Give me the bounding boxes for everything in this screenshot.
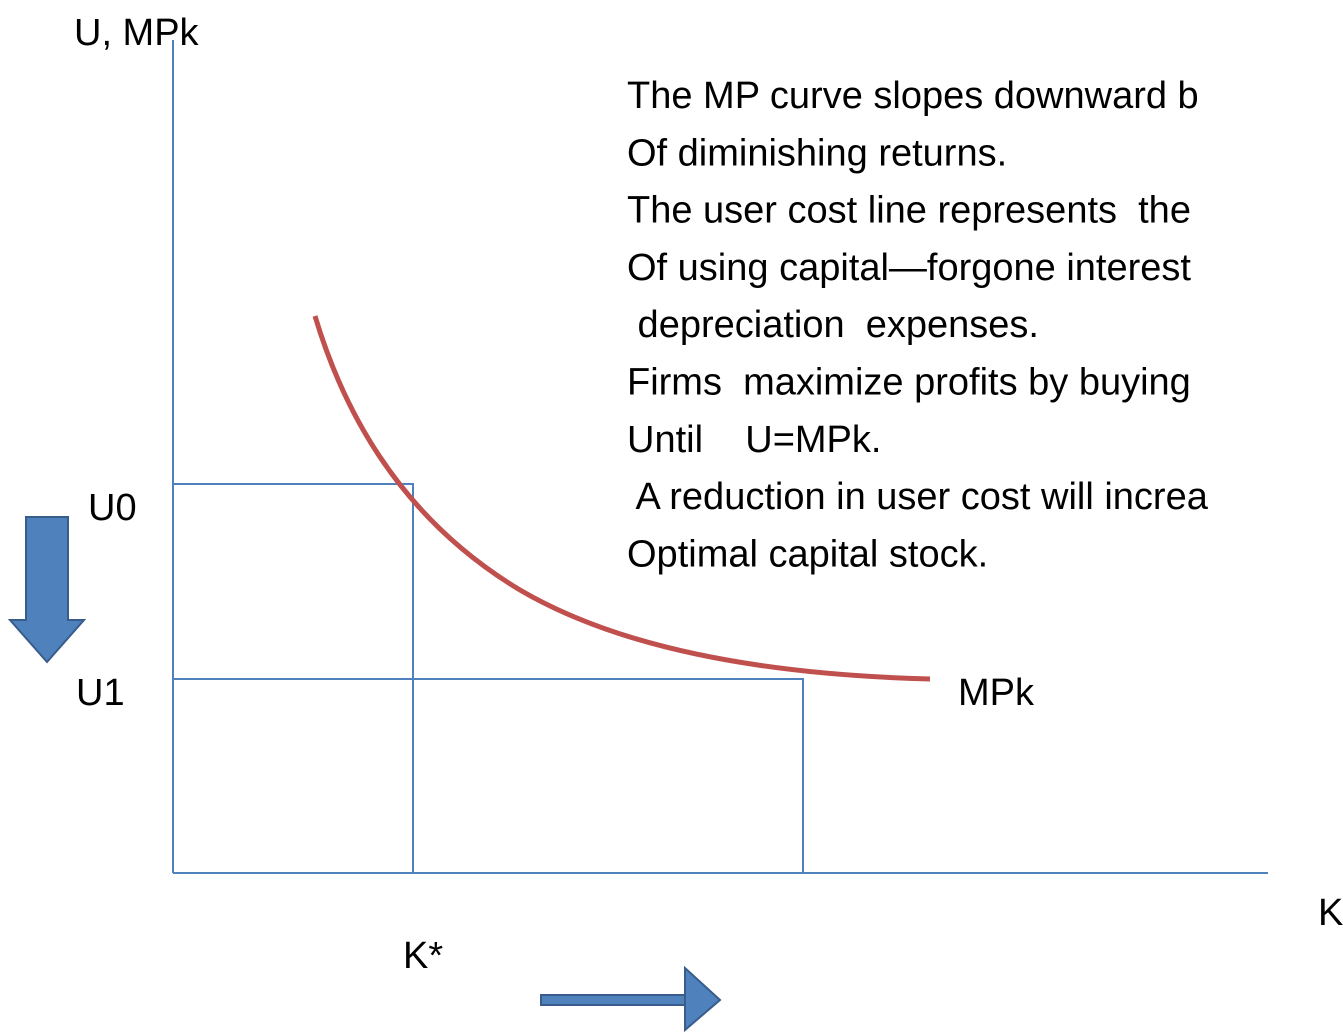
note-line: Of diminishing returns.: [627, 132, 1007, 174]
note-line: The MP curve slopes downward b: [627, 75, 1199, 117]
curve-label: MPk: [958, 672, 1035, 714]
x-axis-label: K: [1318, 892, 1343, 934]
axes: [172, 40, 1268, 874]
note-line: A reduction in user cost will increa: [627, 476, 1209, 518]
y-axis-label: U, MPk: [74, 12, 200, 54]
right-arrow: [540, 965, 722, 1032]
note-line: The user cost line represents the: [627, 190, 1191, 232]
note-line: Firms maximize profits by buying: [627, 362, 1191, 404]
u1-guide: [173, 678, 804, 873]
down-arrow: [7, 516, 87, 664]
note-line: Of using capital—forgone interest: [627, 247, 1191, 289]
notes: The MP curve slopes downward b Of diminis…: [627, 75, 1209, 575]
u0-label: U0: [88, 487, 137, 529]
k-star-label: K*: [403, 935, 443, 977]
note-line: Optimal capital stock.: [627, 533, 988, 575]
mpk-curve: [312, 315, 931, 682]
u0-guide: [173, 483, 414, 873]
u1-label: U1: [76, 672, 125, 714]
note-line: Until U=MPk.: [627, 419, 881, 461]
note-line: depreciation expenses.: [627, 304, 1039, 346]
